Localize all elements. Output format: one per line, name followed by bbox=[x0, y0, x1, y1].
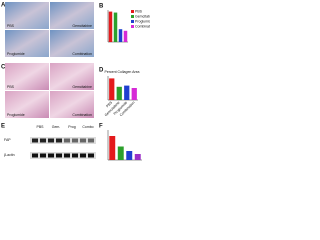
lane-label: PBS bbox=[36, 125, 44, 129]
micrograph bbox=[50, 91, 94, 118]
legend-label: Proglumide bbox=[135, 19, 150, 23]
band bbox=[40, 138, 46, 143]
legend-swatch bbox=[131, 10, 134, 13]
legend-swatch bbox=[131, 20, 134, 23]
panel-label: C bbox=[1, 65, 6, 71]
bar bbox=[123, 30, 128, 42]
bar bbox=[113, 12, 118, 42]
band bbox=[80, 153, 86, 158]
image-label: Combination bbox=[72, 113, 92, 117]
lane-label: Gem. bbox=[52, 125, 61, 129]
legend-label: Gemcitabine bbox=[135, 14, 150, 18]
panel-label: D bbox=[99, 68, 104, 74]
micrograph bbox=[5, 63, 49, 90]
micrograph bbox=[5, 30, 49, 57]
band bbox=[72, 138, 78, 143]
bar bbox=[109, 78, 115, 100]
band bbox=[32, 153, 38, 158]
legend-label: PBS bbox=[135, 9, 143, 13]
blot-strip bbox=[30, 152, 96, 159]
band bbox=[64, 138, 70, 143]
bar bbox=[131, 88, 137, 100]
panel-label: E bbox=[1, 124, 5, 130]
micrograph bbox=[50, 63, 94, 90]
image-label: Proglumide bbox=[7, 113, 25, 117]
image-label: Gemcitabine bbox=[72, 85, 92, 89]
image-label: Proglumide bbox=[7, 52, 25, 56]
bar bbox=[124, 85, 130, 100]
band bbox=[48, 138, 54, 143]
band bbox=[64, 153, 70, 158]
bar bbox=[134, 154, 141, 160]
image-label: PBS bbox=[7, 24, 15, 28]
micrograph bbox=[50, 2, 94, 29]
figure: A B C D E F Percent Collagen Area PBS Gem… bbox=[1, 2, 150, 161]
panel-label: F bbox=[99, 124, 103, 130]
band bbox=[88, 138, 94, 143]
lane-label: Combo bbox=[82, 125, 93, 129]
x-tick-label: PBS bbox=[105, 100, 113, 108]
blot-label: FAP bbox=[4, 138, 11, 142]
blot-label: β-actin bbox=[4, 153, 15, 157]
legend-swatch bbox=[131, 25, 134, 28]
image-label: PBS bbox=[7, 85, 15, 89]
band bbox=[56, 138, 62, 143]
band bbox=[88, 153, 94, 158]
panel-label: A bbox=[1, 3, 6, 9]
band bbox=[48, 153, 54, 158]
band bbox=[32, 138, 38, 143]
bar bbox=[108, 11, 113, 42]
bar bbox=[109, 136, 116, 160]
bar bbox=[116, 86, 122, 100]
lane-label: Prog bbox=[68, 125, 75, 129]
micrograph bbox=[50, 30, 94, 57]
band bbox=[56, 153, 62, 158]
bar bbox=[117, 146, 124, 160]
image-label: Combination bbox=[72, 52, 92, 56]
legend-label: Combination bbox=[135, 24, 150, 28]
micrograph bbox=[5, 91, 49, 118]
blot-strip bbox=[30, 137, 96, 144]
panel-label: B bbox=[99, 4, 104, 10]
bar bbox=[126, 151, 133, 160]
band bbox=[72, 153, 78, 158]
image-label: Gemcitabine bbox=[72, 24, 92, 28]
chart-title: Percent Collagen Area bbox=[104, 70, 139, 74]
bar bbox=[118, 29, 123, 42]
legend-swatch bbox=[131, 15, 134, 18]
band bbox=[40, 153, 46, 158]
band bbox=[80, 138, 86, 143]
micrograph bbox=[5, 2, 49, 29]
